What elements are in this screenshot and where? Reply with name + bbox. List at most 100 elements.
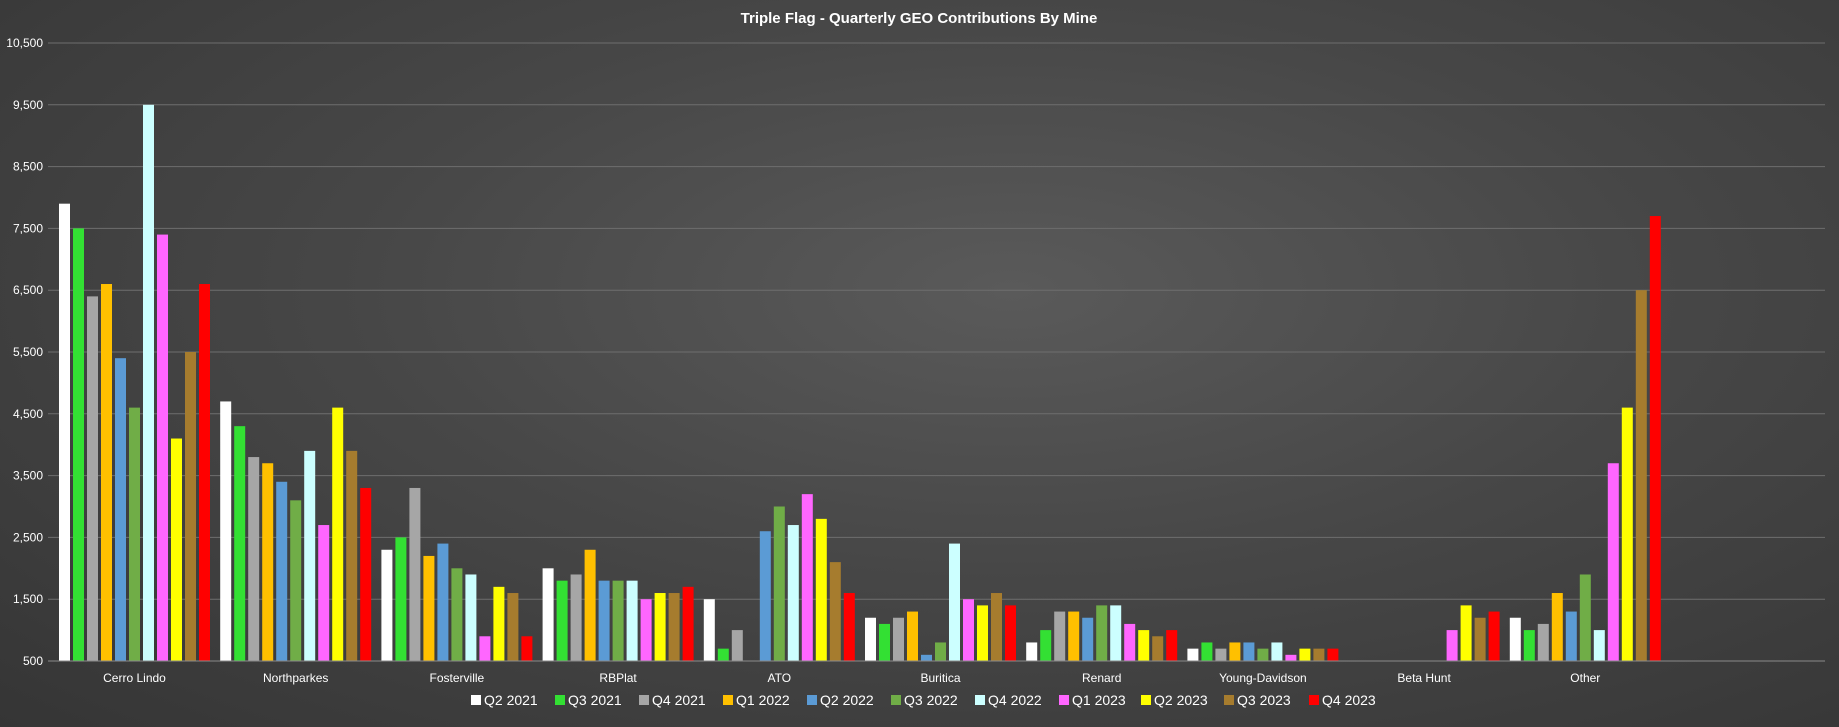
legend-item: Q4 2022	[975, 692, 1042, 708]
bar	[829, 562, 841, 661]
legend-swatch	[1141, 695, 1151, 705]
bar	[199, 284, 210, 661]
bar	[893, 617, 904, 661]
bar	[101, 284, 112, 661]
bar	[1327, 648, 1339, 661]
bar	[465, 574, 477, 661]
bar	[73, 228, 84, 661]
bar	[1005, 605, 1016, 661]
x-axis: Cerro Lindo Northparkes Fosterville RBPlat A…	[103, 671, 1600, 685]
bar	[773, 506, 785, 661]
bar	[157, 234, 168, 661]
bar	[598, 580, 610, 661]
y-tick-label: 7,500	[13, 221, 43, 235]
bar	[262, 463, 274, 661]
bar	[1215, 648, 1227, 661]
bar	[935, 642, 946, 661]
category-label: Young-Davidson	[1219, 671, 1307, 685]
bar	[682, 586, 694, 661]
y-tick-label: 1,500	[13, 592, 43, 606]
y-tick-label: 8,500	[13, 160, 43, 174]
category-label: Buritica	[920, 671, 960, 685]
y-tick-label: 9,500	[13, 98, 43, 112]
bar	[1488, 611, 1500, 661]
bar	[1152, 636, 1164, 661]
bar	[1229, 642, 1241, 661]
bar	[276, 481, 288, 661]
bar	[977, 605, 988, 661]
legend-item: Q1 2023	[1059, 692, 1126, 708]
legend-swatch	[807, 695, 817, 705]
bar	[381, 549, 393, 661]
bar	[1271, 642, 1283, 661]
bar	[360, 487, 372, 661]
legend-label: Q2 2021	[484, 692, 538, 708]
bar	[171, 438, 182, 661]
bar	[332, 407, 344, 661]
bar	[318, 525, 330, 661]
bar	[542, 568, 554, 661]
bar	[1040, 630, 1052, 661]
legend-item: Q3 2022	[891, 692, 958, 708]
bar	[304, 450, 316, 661]
bar	[717, 648, 729, 661]
bar	[1285, 654, 1297, 661]
legend-item: Q4 2021	[639, 692, 706, 708]
bar	[234, 426, 246, 661]
legend-swatch	[975, 695, 985, 705]
bar	[1579, 574, 1591, 661]
legend-item: Q2 2022	[807, 692, 874, 708]
bar	[865, 617, 876, 661]
bar	[1257, 648, 1269, 661]
bar	[1166, 630, 1178, 661]
legend-swatch	[891, 695, 901, 705]
y-tick-label: 6,500	[13, 283, 43, 297]
bar	[479, 636, 491, 661]
bar	[1096, 605, 1108, 661]
category-label: ATO	[768, 671, 792, 685]
bar	[1537, 623, 1549, 661]
legend-swatch	[1309, 695, 1319, 705]
category-label: Beta Hunt	[1397, 671, 1451, 685]
bar	[640, 599, 652, 661]
legend-swatch	[723, 695, 733, 705]
bar	[907, 611, 918, 661]
bar	[1110, 605, 1122, 661]
bar	[1621, 407, 1633, 661]
bar	[1509, 617, 1521, 661]
legend-item: Q3 2021	[555, 692, 622, 708]
legend-label: Q3 2023	[1237, 692, 1291, 708]
bar	[787, 525, 799, 661]
bar	[521, 636, 533, 661]
bar	[143, 104, 154, 662]
bar	[668, 593, 680, 661]
bar	[1243, 642, 1255, 661]
gridlines	[48, 42, 1825, 662]
bar	[1565, 611, 1577, 661]
bar	[626, 580, 638, 661]
legend-item: Q1 2022	[723, 692, 790, 708]
bar	[949, 543, 960, 661]
bar	[129, 407, 140, 661]
category-label: Fosterville	[430, 671, 485, 685]
bar	[991, 593, 1002, 661]
legend-label: Q1 2023	[1072, 692, 1126, 708]
bar	[437, 543, 449, 661]
bar	[220, 401, 232, 661]
legend-label: Q4 2022	[988, 692, 1042, 708]
bar	[731, 630, 743, 661]
bar	[248, 457, 260, 661]
bar	[1551, 593, 1563, 661]
legend-item: Q2 2023	[1141, 692, 1208, 708]
legend-swatch	[555, 695, 565, 705]
bar	[409, 487, 421, 661]
category-label: Northparkes	[263, 671, 328, 685]
bar	[346, 450, 358, 661]
bar	[493, 586, 505, 661]
bar	[1474, 617, 1486, 661]
legend-label: Q3 2022	[904, 692, 958, 708]
bars	[59, 104, 1661, 662]
y-tick-label: 5,500	[13, 345, 43, 359]
legend-item: Q3 2023	[1224, 692, 1291, 708]
category-label: Other	[1570, 671, 1600, 685]
